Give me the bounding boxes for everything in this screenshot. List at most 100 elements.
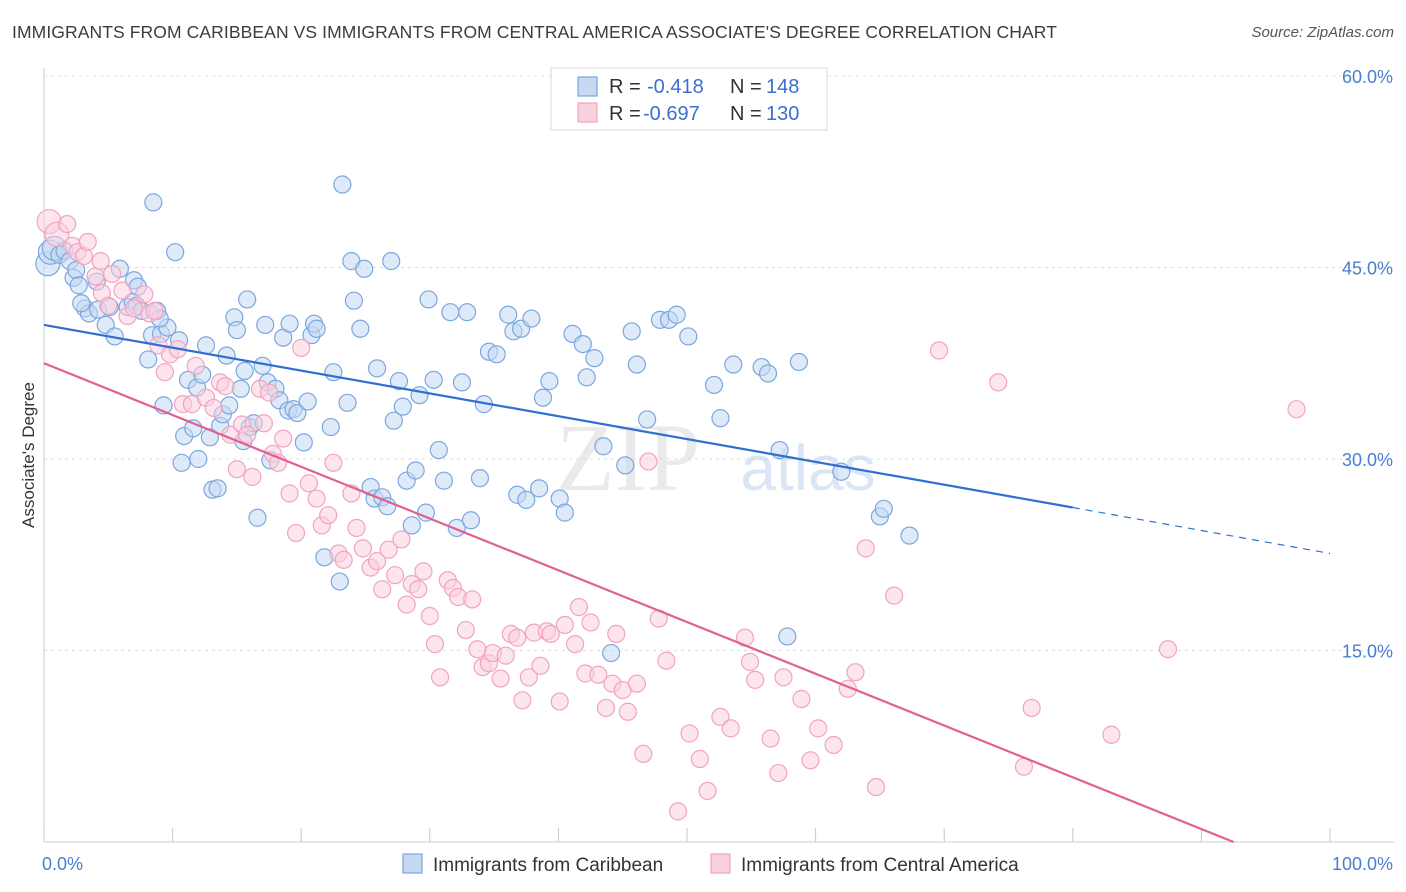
central-america-point-121 [866, 778, 886, 797]
chart-title: IMMIGRANTS FROM CARIBBEAN VS IMMIGRANTS … [12, 22, 1058, 42]
caribbean-point-54 [256, 315, 275, 335]
bottom-legend: Immigrants from Caribbean Immigrants fro… [402, 853, 1019, 876]
central-america-point-42 [292, 338, 311, 358]
caribbean-point-49 [238, 290, 257, 309]
central-america-point-82 [531, 656, 550, 675]
central-america-point-86 [555, 615, 574, 635]
central-america-point-59 [397, 595, 416, 614]
central-america-point-51 [347, 518, 366, 538]
caribbean-point-84 [382, 252, 401, 271]
central-america-point-122 [884, 586, 904, 605]
caribbean-point-68 [307, 319, 326, 338]
central-america-point-110 [746, 670, 765, 689]
y-tick-label-1: 30.0% [1342, 450, 1393, 470]
caribbean-point-81 [367, 359, 387, 378]
caribbean-point-31 [172, 453, 191, 472]
caribbean-point-143 [72, 294, 91, 313]
caribbean-point-40 [208, 479, 227, 498]
central-america-point-115 [801, 751, 820, 770]
caribbean-point-95 [429, 440, 448, 460]
caribbean-point-94 [424, 370, 443, 389]
central-america-point-47 [324, 453, 343, 472]
central-america-point-69 [456, 620, 475, 640]
y-axis-label: Associate's Degree [19, 382, 38, 528]
caribbean-point-61 [280, 314, 299, 333]
central-america-point-127 [1287, 400, 1306, 419]
caribbean-point-93 [419, 290, 438, 309]
central-america-point-96 [618, 702, 637, 721]
caribbean-point-105 [487, 345, 506, 364]
stats-r-value-0: -0.418 [647, 76, 704, 98]
central-america-point-79 [513, 691, 532, 710]
caribbean-point-65 [298, 392, 317, 411]
caribbean-point-73 [333, 175, 352, 194]
stats-r-value-1: -0.697 [643, 103, 700, 125]
caribbean-point-130 [679, 327, 698, 346]
central-america-point-128 [929, 341, 949, 360]
caribbean-point-89 [402, 516, 421, 535]
central-america-point-55 [373, 580, 392, 599]
caribbean-point-99 [452, 373, 472, 392]
caribbean-point-112 [530, 479, 549, 498]
caribbean-point-126 [638, 410, 657, 429]
x-tick-label-1: 100.0% [1332, 854, 1393, 874]
caribbean-point-147 [235, 361, 254, 381]
y-tick-label-2: 45.0% [1342, 259, 1393, 279]
x-tick-labels: 0.0% 100.0% [42, 854, 1393, 874]
central-america-point-33 [243, 467, 262, 486]
central-america-point-114 [792, 689, 811, 709]
caribbean-point-135 [758, 364, 778, 383]
central-america-point-109 [740, 652, 760, 672]
central-america-point-116 [809, 719, 828, 738]
central-america-point-87 [566, 635, 585, 654]
caribbean-point-76 [344, 291, 364, 310]
central-america-point-8 [91, 252, 110, 271]
caribbean-point-8 [69, 276, 88, 295]
trend-line-caribbean [43, 323, 1073, 509]
caribbean-point-120 [585, 349, 604, 368]
caribbean-point-123 [616, 456, 635, 475]
caribbean-point-38 [200, 428, 219, 447]
caribbean-point-37 [196, 336, 216, 355]
central-america-point-106 [711, 707, 730, 726]
central-america-point-54 [367, 552, 387, 571]
central-america-point-98 [634, 744, 653, 764]
caribbean-point-85 [384, 411, 403, 430]
central-america-point-15 [135, 285, 154, 304]
caribbean-point-110 [517, 490, 536, 509]
stats-legend: R = -0.418 N = 148 R = -0.697 N = 130 [550, 67, 828, 131]
central-america-point-111 [761, 729, 780, 748]
caribbean-point-137 [778, 627, 797, 646]
caribbean-point-91 [410, 386, 429, 405]
caribbean-point-74 [338, 393, 357, 412]
caribbean-point-78 [355, 259, 374, 278]
central-america-point-120 [856, 539, 875, 558]
caribbean-point-97 [441, 303, 460, 322]
central-america-point-41 [286, 523, 306, 543]
caribbean-point-47 [231, 379, 250, 398]
trend-line-caribbean-extrapolated [1072, 506, 1331, 555]
central-america-point-2 [58, 214, 77, 234]
caribbean-point-70 [321, 417, 340, 437]
central-america-point-40 [280, 484, 299, 503]
bottom-legend-swatch-central-america [710, 853, 731, 874]
caribbean-point-77 [351, 319, 370, 338]
caribbean-point-116 [555, 503, 574, 522]
axes [43, 68, 1394, 843]
central-america-point-6 [78, 232, 97, 252]
series-central-america-points [36, 208, 1306, 821]
caribbean-point-29 [166, 243, 185, 262]
central-america-point-126 [1158, 640, 1178, 659]
central-america-point-70 [463, 590, 482, 609]
stats-n-label-0: N = [730, 76, 762, 98]
central-america-point-103 [680, 724, 699, 743]
central-america-point-75 [491, 669, 510, 688]
central-america-point-97 [627, 674, 646, 693]
central-america-point-28 [216, 377, 235, 396]
y-tick-labels: 15.0% 30.0% 45.0% 60.0% [1342, 67, 1393, 662]
caribbean-point-96 [434, 471, 454, 490]
central-america-point-35 [254, 414, 274, 433]
caribbean-point-64 [294, 433, 313, 452]
caribbean-point-52 [248, 508, 267, 527]
